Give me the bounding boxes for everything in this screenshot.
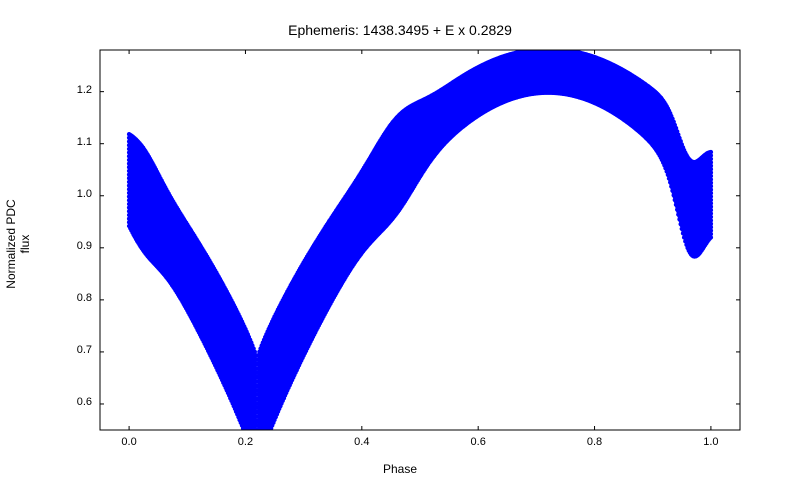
y-tick-label: 0.7 [77,344,92,356]
x-tick-label: 0.0 [121,436,136,448]
y-tick-label: 1.1 [77,136,92,148]
chart-container: Ephemeris: 1438.3495 + E x 0.2829 Normal… [0,0,800,500]
x-tick-label: 1.0 [703,436,718,448]
y-tick-label: 1.2 [77,84,92,96]
y-tick-label: 1.0 [77,188,92,200]
x-tick-label: 0.6 [471,436,486,448]
y-tick-label: 0.6 [77,396,92,408]
plot-svg [0,0,800,500]
y-tick-label: 0.9 [77,240,92,252]
x-tick-label: 0.4 [354,436,369,448]
x-tick-label: 0.8 [587,436,602,448]
y-tick-label: 0.8 [77,292,92,304]
x-tick-label: 0.2 [238,436,253,448]
